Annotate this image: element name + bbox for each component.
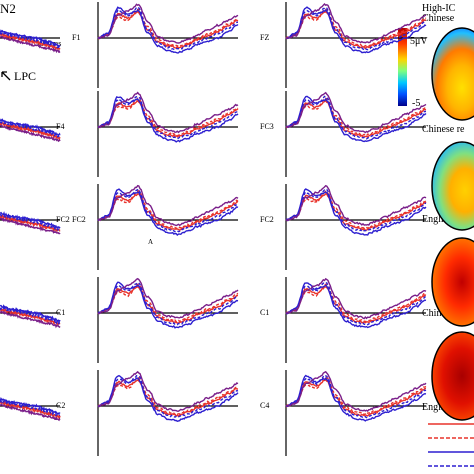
trace-p-0-2-3: [285, 6, 427, 51]
trace-p-1-0-4: [0, 124, 61, 143]
trace-p-2-1-1: [97, 189, 239, 230]
colorbar: [398, 28, 407, 106]
component-label-lpc: LPC: [14, 69, 36, 83]
trace-p-3-0-4: [0, 310, 61, 329]
trace-p-4-1-4: [97, 370, 239, 412]
trace-p-4-0-2: [0, 397, 61, 415]
trace-p-1-0-0: [0, 121, 61, 140]
trace-p-1-1-2: [97, 96, 239, 143]
trace-p-0-1-0: [97, 10, 239, 49]
trace-p-0-0-4: [0, 35, 61, 54]
trace-p-4-0-3: [0, 399, 61, 417]
annotation-label: A: [148, 238, 153, 246]
trace-p-1-2-4: [285, 91, 427, 134]
trace-p-1-0-2: [0, 118, 61, 137]
trace-p-0-2-4: [285, 3, 427, 44]
colorbar-max-label: 5μV: [410, 36, 428, 47]
trace-p-4-1-0: [97, 378, 239, 418]
trace-p-0-0-2: [0, 29, 61, 48]
trace-p-4-2-1: [285, 376, 427, 416]
trace-p-3-0-2: [0, 304, 61, 323]
electrode-label-p-0-2: FZ: [260, 33, 269, 42]
trace-p-1-0-3: [0, 121, 61, 139]
electrode-label-p-2-1: FC2: [72, 215, 86, 224]
electrode-label-p-2-2: FC2: [260, 215, 274, 224]
trace-p-2-2-0: [285, 192, 427, 232]
lpc-arrow-icon: [1, 71, 11, 81]
trace-p-2-1-0: [97, 192, 239, 231]
topomap-4: [431, 331, 474, 421]
trace-p-0-1-3: [97, 6, 238, 51]
trace-p-3-2-3: [286, 282, 427, 326]
electrode-label-p-3-0: C1: [56, 308, 65, 317]
trace-p-3-2-1: [285, 283, 427, 323]
electrode-label-p-4-2: C4: [260, 401, 269, 410]
electrode-label-p-4-0: C2: [56, 401, 65, 410]
trace-p-1-2-2: [285, 95, 427, 143]
component-label-n2: N2: [0, 1, 16, 16]
trace-p-0-2-1: [285, 8, 427, 48]
trace-p-2-1-4: [97, 184, 239, 227]
trace-p-0-0-1: [0, 33, 61, 51]
trace-p-2-2-3: [285, 188, 427, 232]
trace-p-3-1-1: [97, 283, 239, 323]
trace-p-2-1-3: [97, 188, 239, 233]
trace-p-2-2-4: [285, 184, 427, 226]
topomap-3: [431, 237, 474, 327]
trace-p-2-2-2: [285, 188, 427, 236]
topomap-1: [431, 27, 474, 121]
trace-p-4-2-0: [285, 379, 426, 417]
colorbar-min-label: -5: [412, 98, 420, 109]
trace-p-1-1-4: [97, 91, 239, 134]
trace-p-0-2-2: [285, 6, 427, 54]
right-label-1: Chinese re: [422, 124, 465, 135]
trace-p-3-1-4: [97, 277, 239, 319]
trace-p-0-1-4: [97, 3, 239, 44]
trace-p-4-2-4: [285, 370, 427, 413]
trace-p-1-2-3: [285, 95, 427, 140]
trace-p-4-1-1: [97, 376, 239, 416]
trace-p-3-2-0: [285, 286, 427, 324]
trace-p-1-1-1: [97, 97, 239, 137]
trace-p-2-0-2: [0, 211, 61, 230]
trace-p-3-0-3: [0, 306, 61, 325]
trace-p-2-1-2: [97, 188, 239, 236]
trace-p-3-2-2: [285, 282, 427, 329]
trace-p-1-1-3: [97, 95, 239, 140]
condition-header-2: Chinese: [422, 13, 455, 24]
trace-p-1-2-1: [285, 97, 427, 137]
electrode-label-p-2-0: FC2: [56, 215, 70, 224]
trace-p-0-1-1: [97, 8, 239, 48]
trace-p-0-1-2: [97, 6, 239, 54]
trace-p-3-0-1: [0, 308, 61, 327]
trace-p-4-2-3: [286, 374, 427, 419]
trace-p-3-1-0: [97, 286, 239, 324]
trace-p-4-0-4: [0, 403, 61, 422]
electrode-label-p-3-2: C1: [260, 308, 269, 317]
trace-p-1-2-0: [285, 99, 427, 138]
trace-p-3-2-4: [285, 277, 427, 320]
trace-p-3-1-2: [97, 281, 239, 329]
condition-header-1: High-IC: [422, 3, 456, 14]
trace-p-2-0-3: [0, 213, 61, 231]
trace-p-4-2-2: [285, 374, 427, 422]
electrode-label-p-1-2: FC3: [260, 122, 274, 131]
topomap-2: [431, 141, 474, 231]
trace-p-1-1-0: [97, 99, 239, 138]
trace-p-4-1-3: [97, 374, 239, 418]
trace-p-2-0-4: [0, 217, 61, 235]
trace-p-3-1-3: [97, 282, 239, 326]
trace-p-4-1-2: [97, 374, 239, 422]
electrode-label-p-1-0: F4: [56, 122, 64, 131]
trace-p-0-0-3: [0, 31, 61, 49]
electrode-label-p-0-1: F1: [72, 33, 80, 42]
